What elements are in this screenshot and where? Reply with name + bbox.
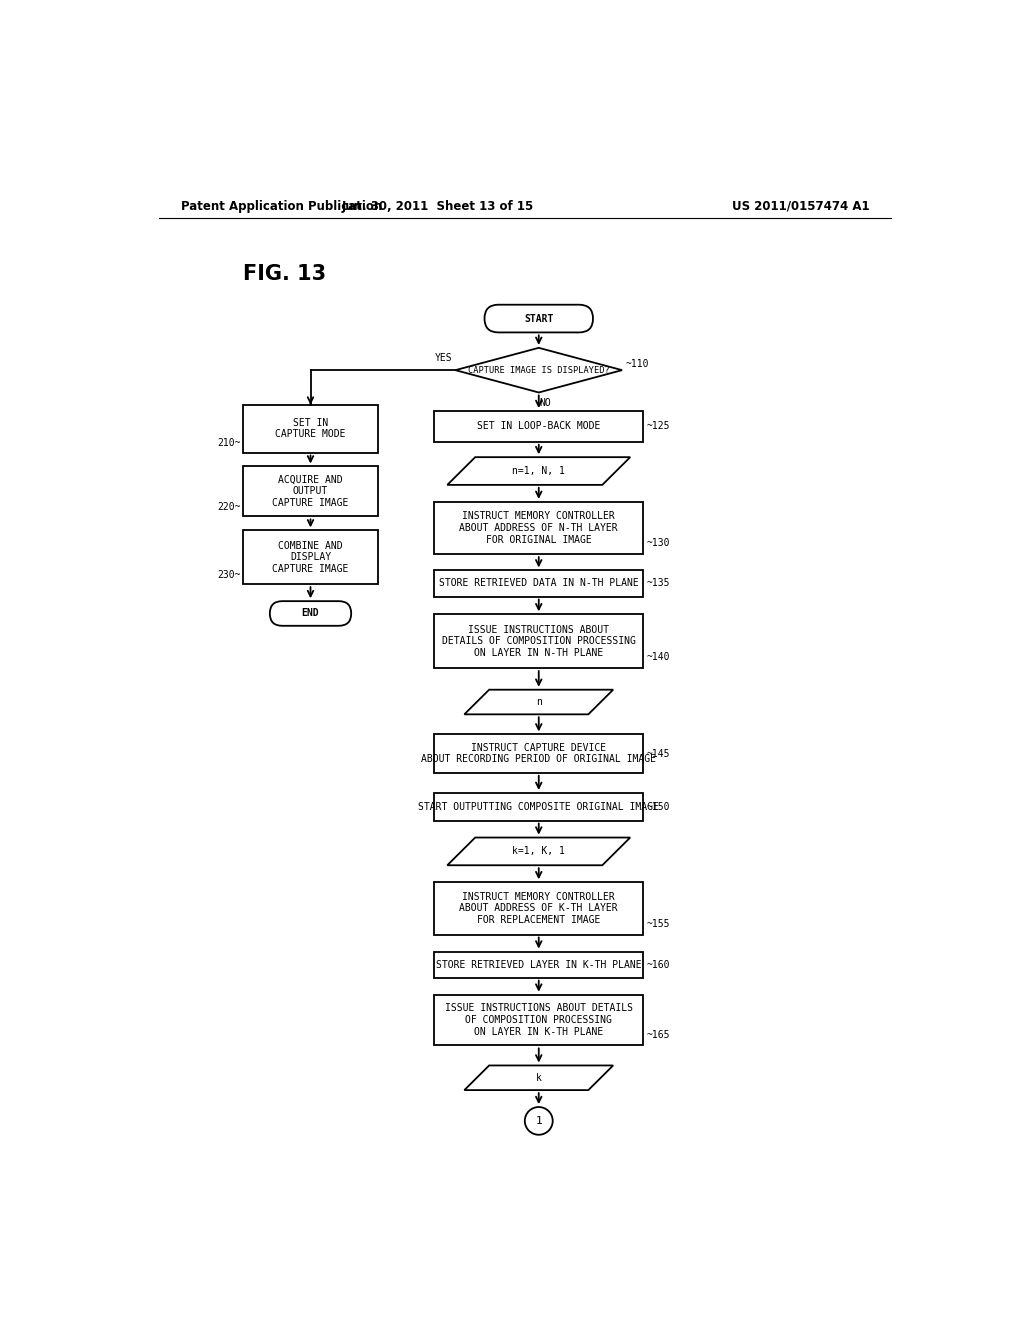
Text: START OUTPUTTING COMPOSITE ORIGINAL IMAGE: START OUTPUTTING COMPOSITE ORIGINAL IMAG… — [419, 801, 659, 812]
Text: ~110: ~110 — [626, 359, 649, 370]
Text: 230~: 230~ — [216, 570, 240, 579]
Text: US 2011/0157474 A1: US 2011/0157474 A1 — [732, 199, 870, 213]
Text: COMBINE AND
DISPLAY
CAPTURE IMAGE: COMBINE AND DISPLAY CAPTURE IMAGE — [272, 541, 349, 574]
Text: Jun. 30, 2011  Sheet 13 of 15: Jun. 30, 2011 Sheet 13 of 15 — [342, 199, 535, 213]
Text: 210~: 210~ — [216, 438, 240, 449]
Polygon shape — [464, 1065, 613, 1090]
Text: 220~: 220~ — [218, 502, 241, 512]
Text: 220~: 220~ — [216, 502, 240, 512]
Polygon shape — [434, 570, 643, 597]
Text: FIG. 13: FIG. 13 — [243, 264, 326, 284]
Text: SET IN
CAPTURE MODE: SET IN CAPTURE MODE — [275, 418, 346, 440]
Polygon shape — [434, 793, 643, 821]
Text: ~145: ~145 — [646, 748, 670, 759]
Text: END: END — [302, 609, 319, 619]
Text: INSTRUCT MEMORY CONTROLLER
ABOUT ADDRESS OF K-TH LAYER
FOR REPLACEMENT IMAGE: INSTRUCT MEMORY CONTROLLER ABOUT ADDRESS… — [460, 892, 618, 925]
Text: ~135: ~135 — [646, 578, 670, 589]
Polygon shape — [434, 411, 643, 442]
FancyBboxPatch shape — [484, 305, 593, 333]
Text: STORE RETRIEVED DATA IN N-TH PLANE: STORE RETRIEVED DATA IN N-TH PLANE — [439, 578, 639, 589]
Text: STORE RETRIEVED LAYER IN K-TH PLANE: STORE RETRIEVED LAYER IN K-TH PLANE — [436, 960, 642, 970]
Text: Patent Application Publication: Patent Application Publication — [180, 199, 382, 213]
Text: 230~: 230~ — [218, 570, 241, 579]
Text: YES: YES — [435, 352, 453, 363]
Text: n=1, N, 1: n=1, N, 1 — [512, 466, 565, 477]
Polygon shape — [464, 689, 613, 714]
Polygon shape — [243, 405, 378, 453]
Polygon shape — [243, 531, 378, 585]
Polygon shape — [434, 502, 643, 554]
Polygon shape — [434, 614, 643, 668]
Text: ~160: ~160 — [646, 960, 670, 970]
Polygon shape — [434, 952, 643, 978]
Text: ISSUE INSTRUCTIONS ABOUT
DETAILS OF COMPOSITION PROCESSING
ON LAYER IN N-TH PLAN: ISSUE INSTRUCTIONS ABOUT DETAILS OF COMP… — [441, 624, 636, 657]
Polygon shape — [434, 995, 643, 1045]
Text: ISSUE INSTRUCTIONS ABOUT DETAILS
OF COMPOSITION PROCESSING
ON LAYER IN K-TH PLAN: ISSUE INSTRUCTIONS ABOUT DETAILS OF COMP… — [444, 1003, 633, 1036]
Polygon shape — [434, 734, 643, 774]
Text: ~155: ~155 — [646, 919, 670, 929]
Polygon shape — [456, 348, 622, 392]
Text: ~150: ~150 — [646, 801, 670, 812]
Text: ~165: ~165 — [646, 1030, 670, 1040]
Polygon shape — [447, 457, 630, 484]
Polygon shape — [243, 466, 378, 516]
Text: n: n — [536, 697, 542, 708]
FancyBboxPatch shape — [270, 601, 351, 626]
Text: INSTRUCT MEMORY CONTROLLER
ABOUT ADDRESS OF N-TH LAYER
FOR ORIGINAL IMAGE: INSTRUCT MEMORY CONTROLLER ABOUT ADDRESS… — [460, 511, 618, 545]
Text: START: START — [524, 314, 553, 323]
Text: ~140: ~140 — [646, 652, 670, 663]
Text: ACQUIRE AND
OUTPUT
CAPTURE IMAGE: ACQUIRE AND OUTPUT CAPTURE IMAGE — [272, 475, 349, 508]
Polygon shape — [434, 882, 643, 935]
Polygon shape — [447, 838, 630, 866]
Circle shape — [524, 1107, 553, 1135]
Text: k: k — [536, 1073, 542, 1082]
Text: ~130: ~130 — [646, 539, 670, 548]
Text: 210~: 210~ — [218, 438, 241, 449]
Text: k=1, K, 1: k=1, K, 1 — [512, 846, 565, 857]
Text: INSTRUCT CAPTURE DEVICE
ABOUT RECORDING PERIOD OF ORIGINAL IMAGE: INSTRUCT CAPTURE DEVICE ABOUT RECORDING … — [421, 743, 656, 764]
Text: 1: 1 — [536, 1115, 542, 1126]
Text: NO: NO — [539, 399, 551, 408]
Text: SET IN LOOP-BACK MODE: SET IN LOOP-BACK MODE — [477, 421, 600, 432]
Text: ~125: ~125 — [646, 421, 670, 432]
Text: CAPTURE IMAGE IS DISPLAYED?: CAPTURE IMAGE IS DISPLAYED? — [468, 366, 609, 375]
